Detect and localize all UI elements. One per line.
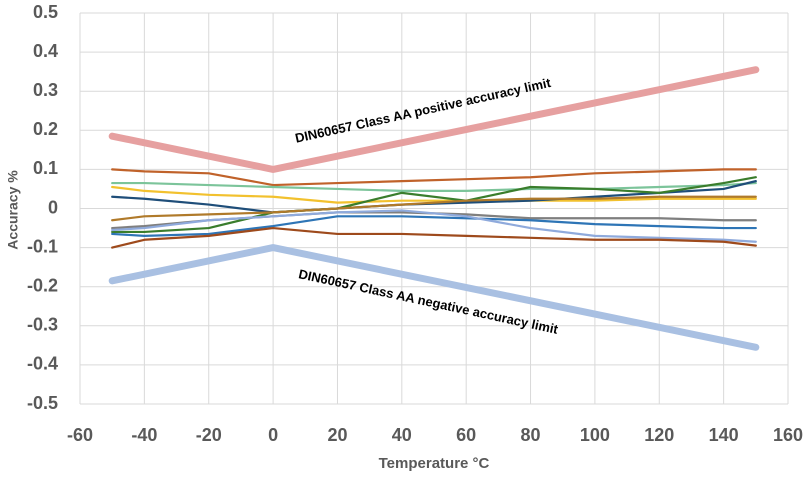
- y-tick-label: 0.1: [33, 158, 58, 178]
- x-tick-label: 100: [580, 425, 610, 445]
- x-tick-label: 80: [521, 425, 541, 445]
- y-tick-label: 0.5: [33, 2, 58, 22]
- x-tick-label: -40: [131, 425, 157, 445]
- x-tick-label: 140: [709, 425, 739, 445]
- y-tick-label: 0.4: [33, 41, 58, 61]
- x-tick-label: 0: [268, 425, 278, 445]
- x-tick-label: -60: [67, 425, 93, 445]
- x-tick-label: 40: [392, 425, 412, 445]
- data-line: [111, 168, 757, 187]
- data-line: [111, 209, 757, 243]
- y-tick-label: -0.3: [27, 315, 58, 335]
- data-line: [111, 185, 757, 204]
- y-axis-label: Accuracy %: [5, 170, 21, 250]
- y-tick-label: 0.3: [33, 80, 58, 100]
- x-tick-label: 160: [773, 425, 803, 445]
- data-line: [111, 181, 757, 193]
- x-axis-label: Temperature °C: [379, 455, 490, 472]
- x-tick-label: 120: [644, 425, 674, 445]
- y-tick-label: -0.1: [27, 236, 58, 256]
- x-tick-label: -20: [196, 425, 222, 445]
- x-tick-label: 20: [327, 425, 347, 445]
- limit-line: [108, 66, 760, 173]
- y-tick-label: -0.2: [27, 275, 58, 295]
- y-tick-label: 0: [48, 197, 58, 217]
- data-line: [111, 176, 757, 234]
- y-tick-label: 0.2: [33, 119, 58, 139]
- y-tick-label: -0.4: [27, 354, 58, 374]
- limit-line: [108, 244, 760, 351]
- x-tick-label: 60: [456, 425, 476, 445]
- data-line: [111, 215, 757, 237]
- y-tick-label: -0.5: [27, 393, 58, 413]
- data-line: [111, 195, 757, 222]
- data-line: [111, 226, 757, 249]
